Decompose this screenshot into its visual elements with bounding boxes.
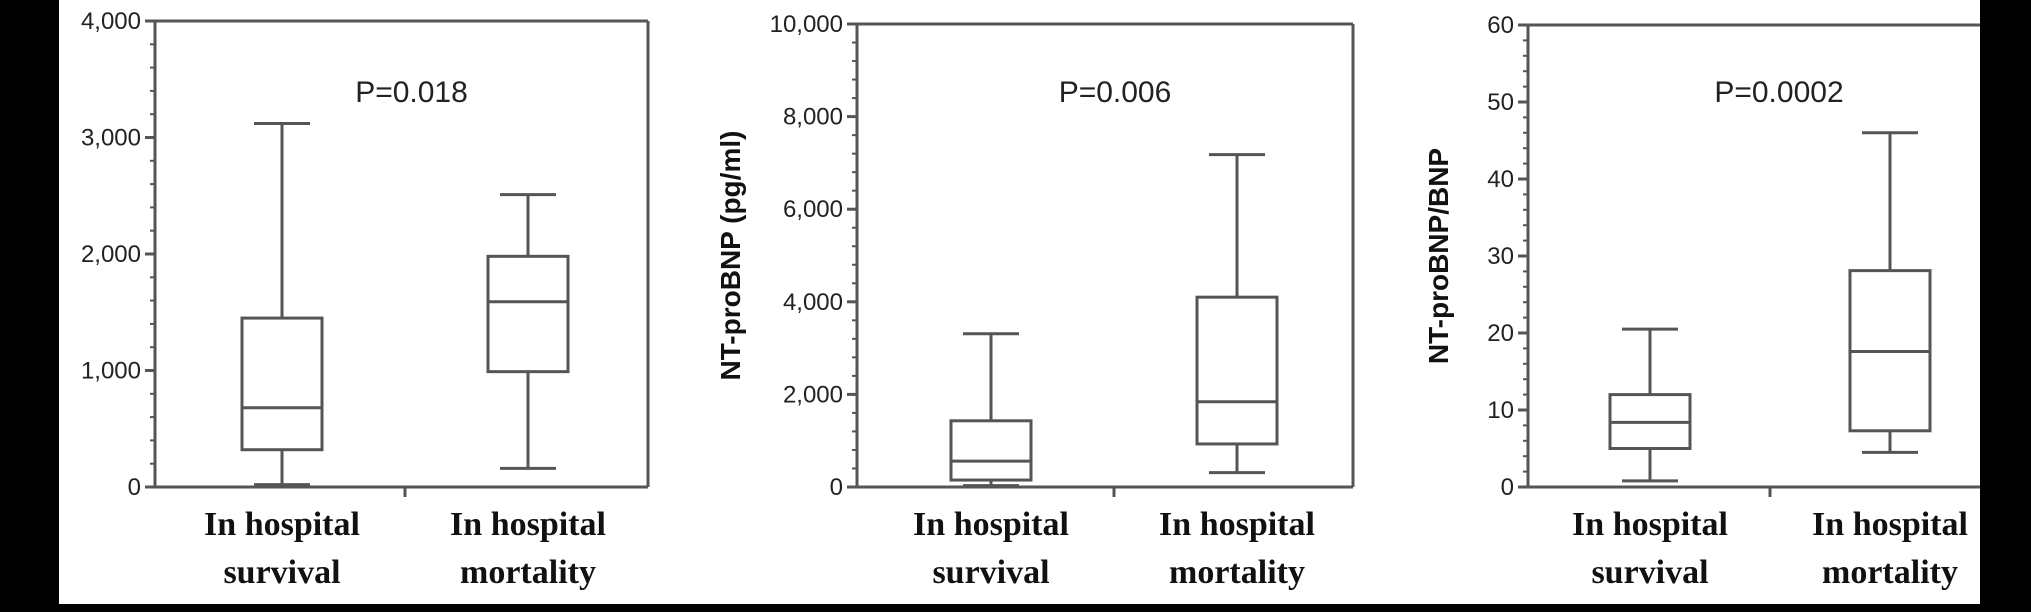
y-tick-label: 40 [1487, 166, 1514, 193]
y-tick-label: 0 [128, 474, 141, 501]
p-value-annotation: P=0.006 [1059, 76, 1172, 109]
category-label: In hospital [913, 506, 1069, 543]
category-label: mortality [460, 554, 596, 591]
y-tick-label: 6,000 [783, 196, 843, 223]
category-label: In hospital [1159, 506, 1315, 543]
category-label: survival [223, 554, 340, 591]
y-tick-label: 20 [1487, 320, 1514, 347]
iqr-box [486, 254, 570, 374]
y-tick-label: 60 [1487, 12, 1514, 39]
category-label: survival [1591, 554, 1708, 591]
y-tick-label: 0 [1501, 474, 1514, 501]
category-label: In hospital [450, 506, 606, 543]
category-label: mortality [1169, 554, 1305, 591]
y-axis-title: NT-proBNP/BNP [1423, 148, 1454, 364]
y-tick-label: 3,000 [81, 125, 141, 152]
y-tick-label: 0 [830, 474, 843, 501]
category-label: survival [932, 554, 1049, 591]
category-label: In hospital [1572, 506, 1728, 543]
iqr-box [949, 419, 1033, 482]
p-value-annotation: P=0.0002 [1714, 76, 1843, 109]
iqr-box [240, 316, 324, 452]
y-tick-label: 4,000 [783, 289, 843, 316]
category-label: In hospital [204, 506, 360, 543]
iqr-box [1195, 295, 1279, 446]
figure-background [59, 0, 1980, 604]
y-tick-label: 10,000 [770, 11, 843, 38]
y-tick-label: 8,000 [783, 104, 843, 131]
right-crop-mask [1980, 0, 2031, 612]
y-tick-label: 4,000 [81, 8, 141, 35]
y-tick-label: 50 [1487, 89, 1514, 116]
y-axis-title: NT-proBNP (pg/ml) [715, 131, 746, 381]
y-tick-label: 1,000 [81, 358, 141, 385]
y-tick-label: 30 [1487, 243, 1514, 270]
p-value-annotation: P=0.018 [355, 76, 468, 109]
y-tick-label: 2,000 [783, 381, 843, 408]
category-label: In hospital [1812, 506, 1968, 543]
y-tick-label: 2,000 [81, 241, 141, 268]
y-tick-label: 10 [1487, 397, 1514, 424]
category-label: mortality [1822, 554, 1958, 591]
